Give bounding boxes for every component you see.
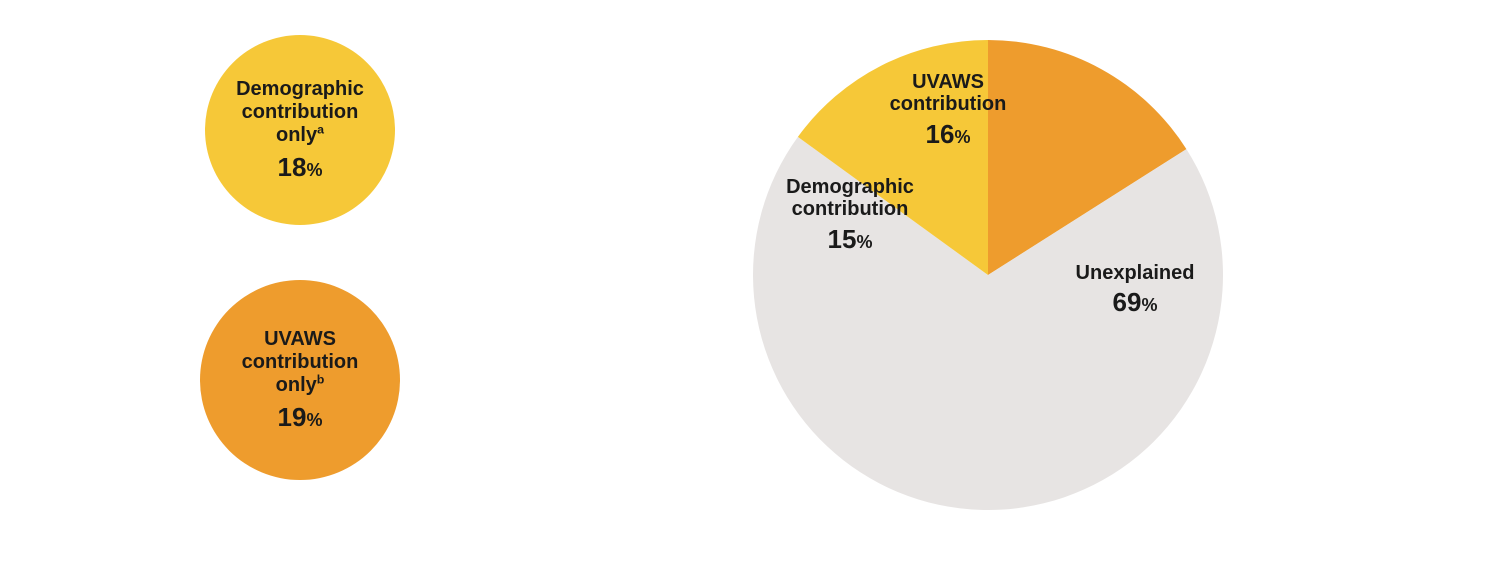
bubble-demographic-only-word: only [276, 124, 317, 146]
pie-uvaws-number: 16 [926, 119, 955, 149]
bubble-demographic-only-sup: a [317, 122, 324, 136]
pie-label-demographic: Demographic contribution 15% [745, 176, 955, 254]
bubble-demographic-only: onlya [276, 124, 324, 147]
bubble-uvaws-number: 19 [278, 402, 307, 432]
bubble-uvaws-label-line-1: UVAWS [264, 328, 336, 351]
bubble-demographic-value: 18% [278, 153, 323, 183]
pie-unexplained-number: 69 [1113, 287, 1142, 317]
pie-label-demographic-line-1: Demographic [745, 176, 955, 198]
percent-sign: % [856, 232, 872, 252]
percent-sign: % [306, 410, 322, 430]
bubble-uvaws-only-sup: b [317, 372, 325, 386]
pie-label-unexplained: Unexplained 69% [1025, 262, 1245, 318]
bubble-uvaws: UVAWS contribution onlyb 19% [200, 280, 400, 480]
bubble-demographic: Demographic contribution onlya 18% [205, 35, 395, 225]
pie-label-uvaws-line-1: UVAWS [848, 71, 1048, 93]
pie-label-demographic-line-2: contribution [745, 198, 955, 220]
pie-label-uvaws-value: 16% [848, 120, 1048, 149]
bubble-demographic-label-line-2: contribution [242, 101, 359, 124]
pie-label-demographic-value: 15% [745, 225, 955, 254]
stage: Demographic contribution onlya 18% UVAWS… [0, 0, 1488, 570]
pie-label-uvaws-line-2: contribution [848, 93, 1048, 115]
percent-sign: % [954, 127, 970, 147]
bubble-uvaws-only: onlyb [276, 374, 325, 397]
bubble-uvaws-label-line-2: contribution [242, 351, 359, 374]
bubble-demographic-label-line-1: Demographic [236, 78, 364, 101]
bubble-uvaws-value: 19% [278, 403, 323, 433]
pie-label-unexplained-line-1: Unexplained [1025, 262, 1245, 284]
bubble-uvaws-only-word: only [276, 374, 317, 396]
percent-sign: % [306, 160, 322, 180]
pie-demographic-number: 15 [828, 224, 857, 254]
bubble-demographic-number: 18 [278, 152, 307, 182]
pie-label-uvaws: UVAWS contribution 16% [848, 71, 1048, 149]
pie-label-unexplained-value: 69% [1025, 288, 1245, 317]
percent-sign: % [1141, 295, 1157, 315]
